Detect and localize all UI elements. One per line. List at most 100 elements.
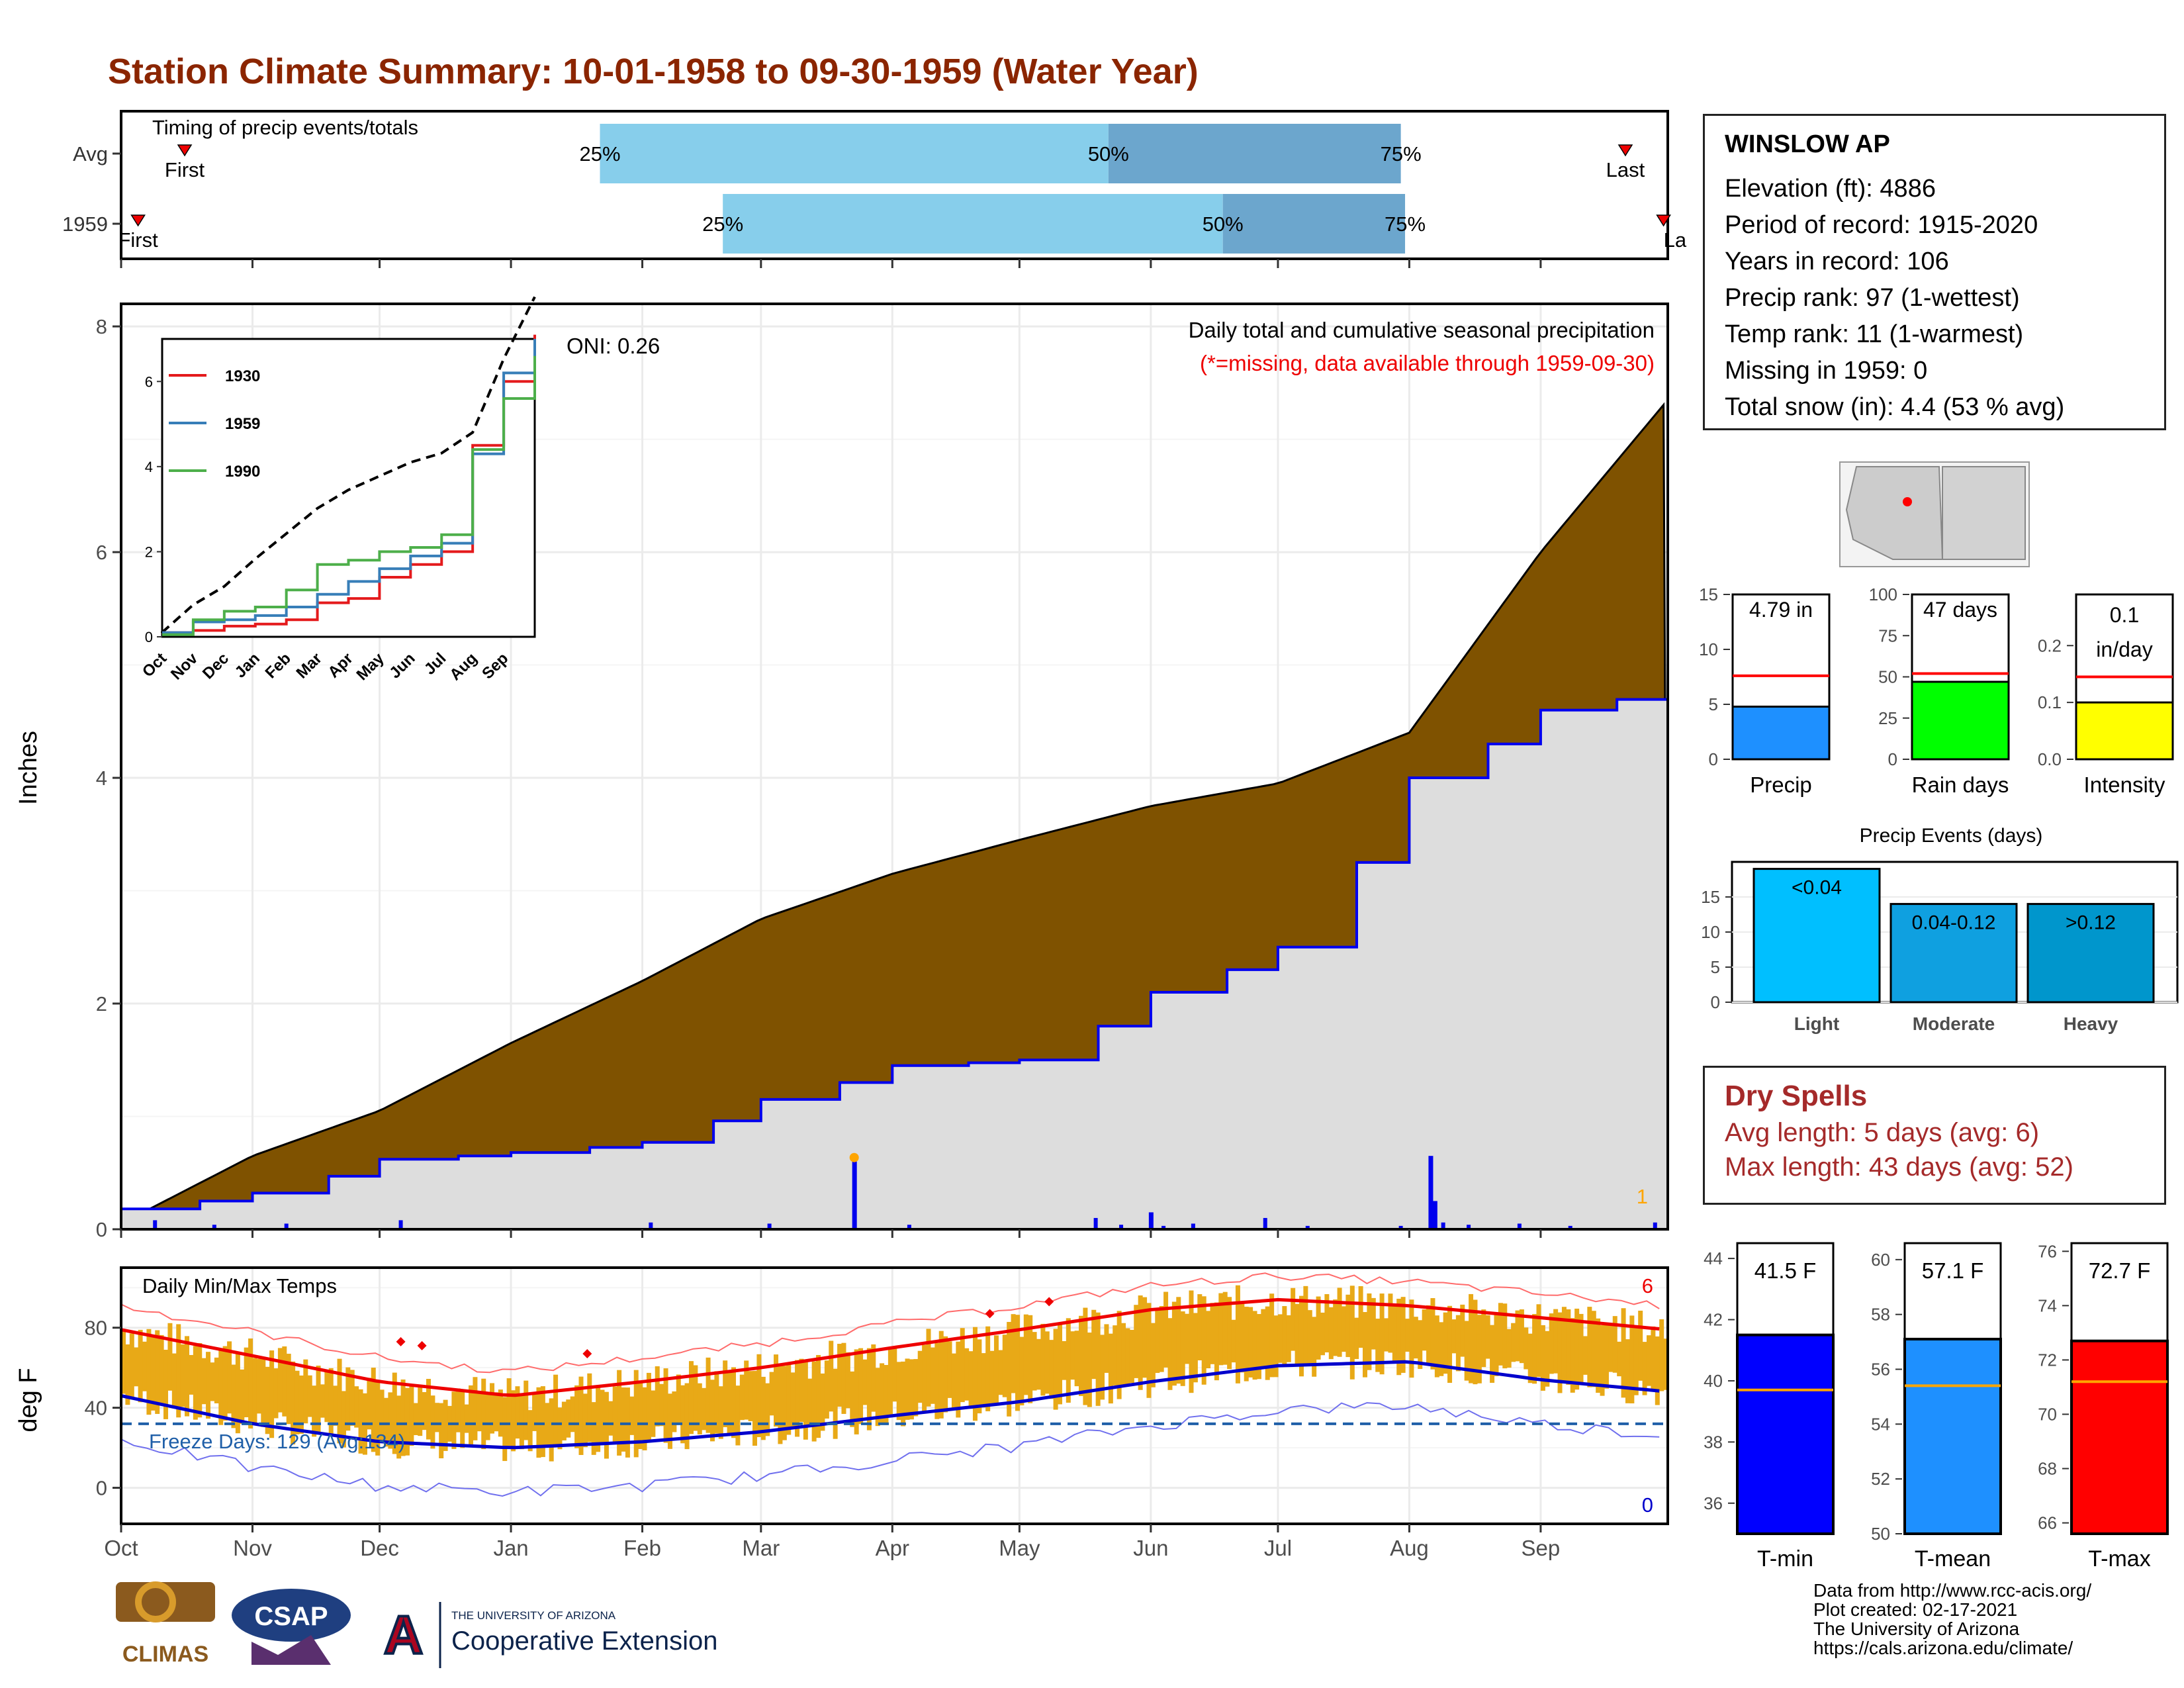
summary-bar-value: 4.79 in xyxy=(1749,598,1813,622)
record-high-marker xyxy=(417,1340,427,1350)
daily-temp-range-bar xyxy=(1240,1303,1245,1373)
daily-precip-bar xyxy=(1441,1222,1445,1229)
daily-temp-range-bar xyxy=(473,1377,478,1440)
record-low-count: 0 xyxy=(1642,1493,1653,1517)
daily-temp-range-bar xyxy=(956,1341,961,1418)
daily-temp-range-bar xyxy=(1134,1305,1139,1378)
daily-temp-range-bar xyxy=(1058,1323,1063,1405)
daily-temp-range-bar xyxy=(638,1381,643,1450)
daily-temp-range-bar xyxy=(1113,1325,1118,1385)
daily-temp-range-bar xyxy=(498,1389,503,1437)
timing-last-label: Last xyxy=(1606,158,1645,181)
month-label: Jul xyxy=(1264,1536,1292,1560)
daily-temp-range-bar xyxy=(782,1366,787,1440)
record-high-marker xyxy=(582,1349,592,1359)
summary-bar-value: 47 days xyxy=(1923,598,1997,622)
daily-temp-range-bar xyxy=(282,1346,287,1417)
daily-temp-range-bar xyxy=(316,1366,321,1435)
daily-temp-range-bar xyxy=(298,1375,304,1434)
temp-summary-ytick-label: 66 xyxy=(2038,1513,2057,1533)
daily-temp-range-bar xyxy=(1405,1319,1410,1352)
daily-temp-range-bar xyxy=(494,1392,499,1432)
daily-temp-range-bar xyxy=(799,1358,804,1423)
university-logo: A THE UNIVERSITY OF ARIZONA Cooperative … xyxy=(383,1602,717,1668)
daily-temp-range-bar xyxy=(1155,1309,1160,1374)
daily-temp-range-bar xyxy=(570,1396,575,1432)
inset-series-line xyxy=(162,355,536,636)
temp-panel: 0 40 80 deg F Daily Min/Max Temps 6 0 Free… xyxy=(15,1266,1669,1525)
temp-summary-value: 41.5 F xyxy=(1754,1258,1817,1283)
daily-temp-range-bar xyxy=(1328,1307,1334,1360)
daily-temp-range-bar xyxy=(1091,1309,1097,1380)
record-low-line xyxy=(120,1402,1660,1497)
daily-temp-range-bar xyxy=(960,1328,965,1403)
daily-temp-range-bar xyxy=(155,1330,160,1414)
daily-temp-range-bar xyxy=(1557,1312,1563,1393)
daily-temp-range-bar xyxy=(1167,1318,1173,1390)
daily-temp-range-bar xyxy=(1638,1310,1643,1381)
daily-temp-range-bar xyxy=(1341,1306,1346,1352)
daily-temp-range-bar xyxy=(1596,1318,1601,1393)
daily-temp-range-bar xyxy=(922,1344,927,1412)
daily-temp-range-bar xyxy=(1307,1310,1312,1366)
daily-temp-range-bar xyxy=(511,1390,516,1452)
daily-temp-range-bar xyxy=(866,1348,872,1430)
daily-temp-range-bar xyxy=(1494,1313,1499,1376)
daily-temp-range-bar xyxy=(774,1354,779,1427)
timing-bar-high xyxy=(1222,194,1406,254)
timing-p25: 25% xyxy=(579,142,620,165)
daily-temp-range-bar xyxy=(248,1338,253,1429)
year-cumulative-area xyxy=(121,688,1668,1229)
daily-temp-range-bar xyxy=(333,1385,338,1426)
timing-p50: 50% xyxy=(1203,212,1244,236)
events-bar xyxy=(2026,903,2155,1004)
daily-temp-range-bar xyxy=(176,1324,181,1418)
daily-temp-range-bar xyxy=(1333,1299,1338,1356)
daily-temp-range-bar xyxy=(1248,1307,1253,1378)
daily-temp-range-bar xyxy=(1490,1325,1495,1383)
daily-temp-range-bar xyxy=(985,1326,991,1411)
daily-temp-range-bar xyxy=(884,1365,889,1425)
daily-temp-range-bar xyxy=(765,1383,770,1436)
daily-temp-range-bar xyxy=(1485,1315,1490,1359)
daily-temp-range-bar xyxy=(739,1374,745,1421)
daily-temp-range-bar xyxy=(989,1350,995,1405)
daily-temp-range-bar xyxy=(1337,1288,1342,1357)
daily-temp-range-bar xyxy=(481,1378,486,1450)
daily-temp-range-bar xyxy=(854,1349,859,1434)
events-ytick-label: 15 xyxy=(1701,887,1720,907)
inset-ytick-label: 6 xyxy=(145,373,153,390)
daily-temp-range-bar xyxy=(464,1404,469,1433)
daily-temp-range-bar xyxy=(1418,1320,1423,1370)
avg-min-line xyxy=(120,1360,1660,1450)
month-label: Jan xyxy=(493,1536,528,1560)
last-marker-icon xyxy=(1617,144,1633,157)
summary-bar-label: Precip xyxy=(1750,773,1812,797)
daily-temp-range-bar xyxy=(1604,1324,1609,1389)
temp-summary-value: 57.1 F xyxy=(1922,1258,1984,1283)
summary-bar xyxy=(2075,701,2174,761)
events-bar-label: Heavy xyxy=(2064,1013,2118,1034)
precip-ylabel: Inches xyxy=(15,731,42,805)
daily-temp-range-bar xyxy=(506,1378,512,1446)
events-bar xyxy=(1752,868,1881,1004)
daily-temp-range-bar xyxy=(1244,1307,1249,1382)
precip-marker-count: 1 xyxy=(1637,1185,1648,1208)
daily-temp-range-bar xyxy=(744,1360,749,1420)
daily-temp-range-bar xyxy=(1316,1296,1321,1360)
daily-temp-range-bar xyxy=(523,1380,529,1440)
daily-temp-range-bar xyxy=(235,1354,240,1434)
temp-summary-ytick-label: 50 xyxy=(1871,1524,1890,1544)
credit-line: Plot created: 02-17-2021 xyxy=(1813,1599,2018,1620)
daily-temp-range-bar xyxy=(1464,1321,1469,1381)
temp-summary-ytick-label: 72 xyxy=(2038,1350,2057,1370)
daily-temp-range-bar xyxy=(1210,1303,1215,1364)
daily-temp-range-bar xyxy=(1231,1319,1236,1363)
daily-temp-range-bar xyxy=(1201,1296,1206,1385)
daily-temp-range-bar xyxy=(862,1359,868,1405)
daily-temp-range-bar xyxy=(277,1348,283,1413)
credit-line: https://cals.arizona.edu/climate/ xyxy=(1813,1638,2073,1658)
daily-temp-range-bar xyxy=(1163,1291,1169,1368)
daily-temp-range-bar xyxy=(383,1397,388,1447)
daily-temp-range-bar xyxy=(426,1379,431,1440)
